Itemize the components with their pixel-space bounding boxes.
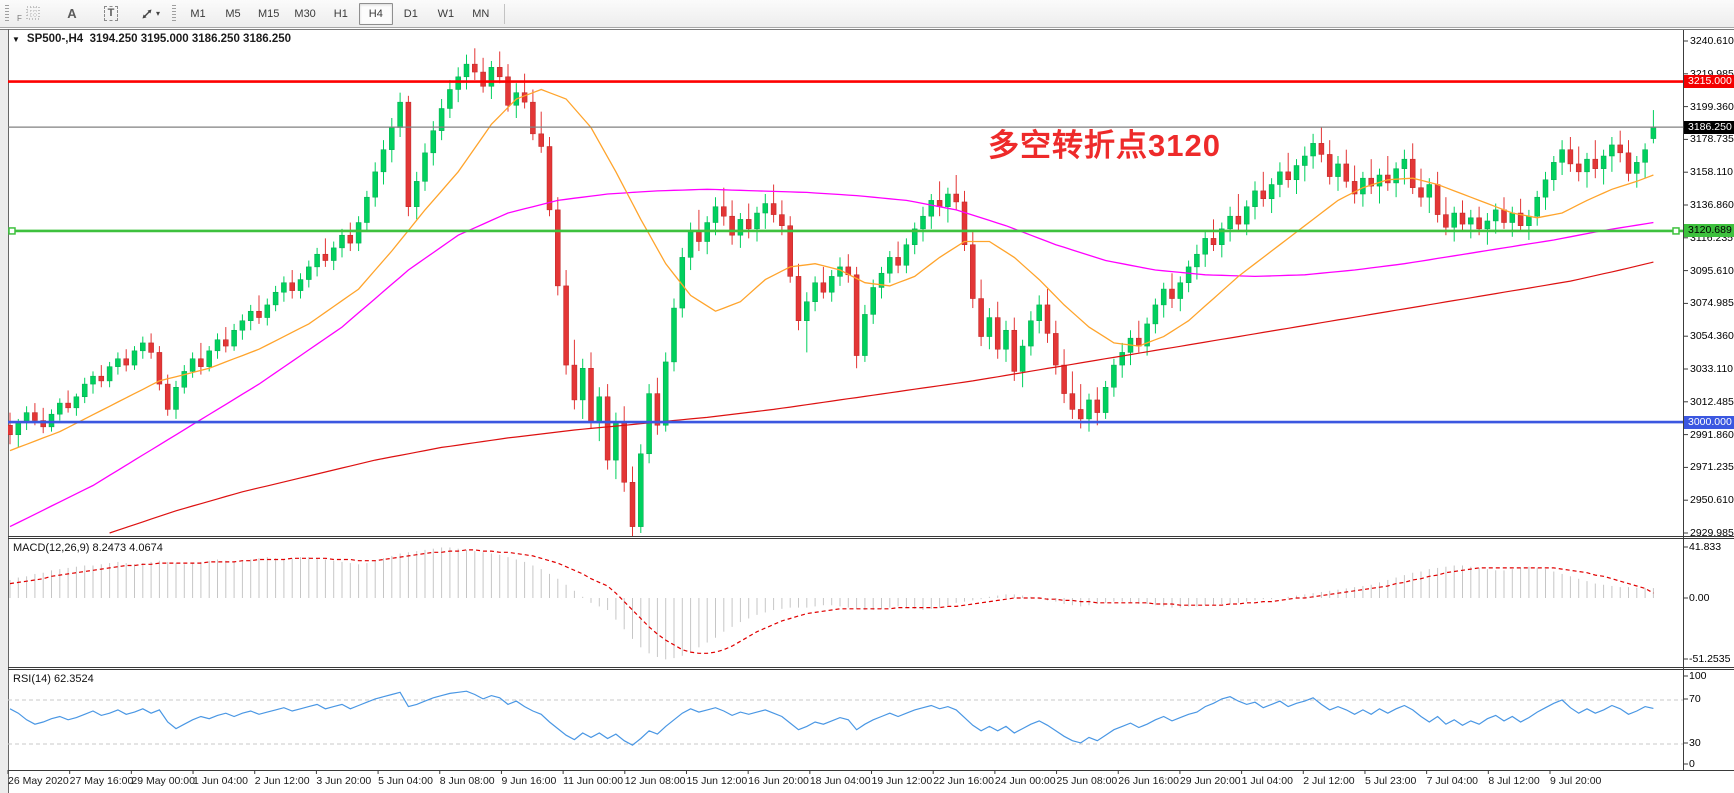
- timeframe-m1-button[interactable]: M1: [190, 7, 206, 20]
- timeframe-m5-button[interactable]: M5: [225, 7, 241, 20]
- main-toolbar: F A T ▾ M1 M5 M15 M30 H1 H4 D1 W1 MN: [0, 0, 1734, 28]
- toolbar-separator: [503, 3, 505, 24]
- pivot-line-handle[interactable]: [8, 227, 16, 235]
- text-tool-label: A: [67, 6, 77, 21]
- macd-series: [9, 547, 1654, 660]
- ma-mid-magenta-line: [9, 188, 1654, 528]
- label-tool-label: T: [103, 6, 119, 21]
- timeframe-d1-button[interactable]: D1: [403, 7, 418, 20]
- grid-snap-button[interactable]: F: [14, 3, 52, 25]
- timeframe-h4-button[interactable]: H4: [358, 2, 393, 25]
- moving-averages: [9, 88, 1654, 534]
- ma-slow-red-line: [109, 261, 1654, 534]
- candlestick-series: [8, 48, 1657, 536]
- dropdown-caret-icon: ▾: [155, 9, 160, 18]
- label-tool-button[interactable]: T: [92, 3, 130, 25]
- timeframe-group-handle[interactable]: [172, 4, 176, 23]
- timeframe-h1-button[interactable]: H1: [333, 7, 348, 20]
- diagonal-arrows-icon: [142, 9, 152, 18]
- ma-fast-orange-line: [9, 88, 1654, 452]
- macd-signal-line: [9, 549, 1654, 654]
- timeframe-mn-button[interactable]: MN: [472, 7, 490, 20]
- grid-snap-icon: [26, 6, 39, 20]
- grid-snap-label: F: [17, 13, 22, 23]
- toolbar-drag-handle[interactable]: [5, 4, 9, 23]
- rsi-line: [9, 690, 1654, 746]
- timeframe-w1-button[interactable]: W1: [437, 7, 455, 20]
- timeframe-group: M1 M5 M15 M30 H1 H4 D1 W1 MN: [181, 2, 498, 25]
- timeframe-m30-button[interactable]: M30: [294, 7, 316, 20]
- draw-objects-button[interactable]: ▾: [131, 3, 169, 25]
- pivot-line-handle[interactable]: [1672, 227, 1680, 235]
- text-tool-button[interactable]: A: [53, 3, 91, 25]
- rsi-series: [8, 690, 1683, 746]
- window-left-gutter: [0, 29, 8, 793]
- timeframe-m15-button[interactable]: M15: [258, 7, 280, 20]
